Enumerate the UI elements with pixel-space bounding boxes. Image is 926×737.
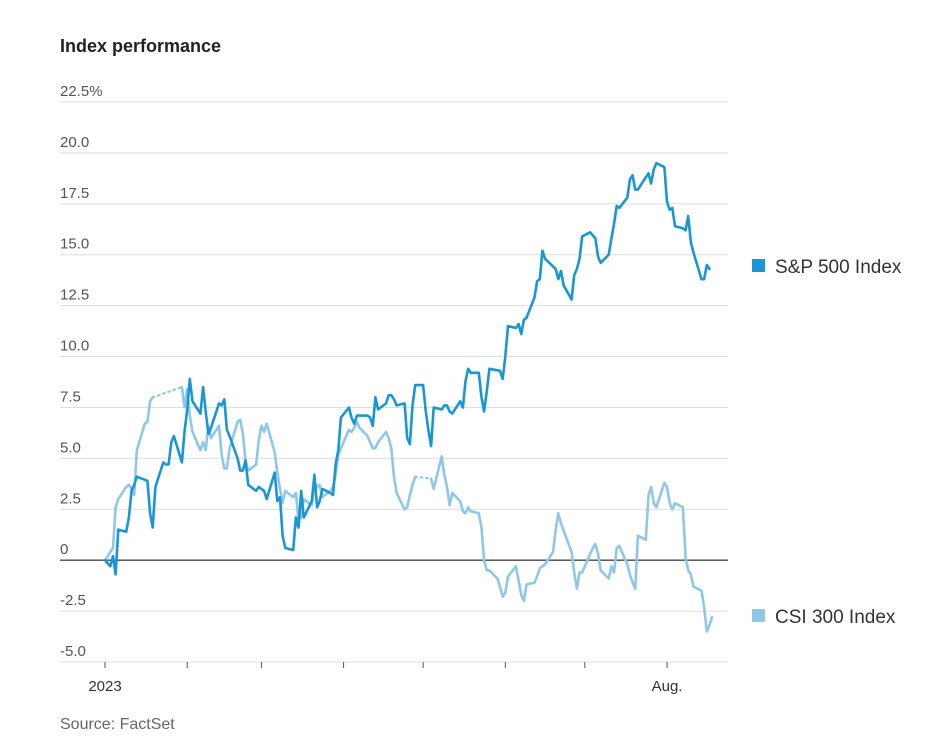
series-gap-csi-300-index	[151, 386, 433, 480]
y-tick-label: 7.5	[60, 388, 81, 405]
y-tick-label: -5.0	[60, 643, 86, 660]
y-tick-label: 15.0	[60, 236, 89, 253]
legend-label-s-p-500-index: S&P 500 Index	[775, 257, 902, 278]
x-tick-label: Aug.	[652, 678, 683, 695]
legend-swatch-csi-300-index	[752, 609, 765, 622]
y-tick-label: 5.0	[60, 439, 81, 456]
y-tick-label: 0	[60, 541, 68, 558]
y-tick-label: 12.5	[60, 287, 89, 304]
source-note: Source: FactSet	[60, 716, 175, 733]
legend-label-csi-300-index: CSI 300 Index	[775, 607, 896, 628]
series-line-s-p-500-index	[103, 161, 711, 576]
series-lines	[103, 161, 714, 633]
y-tick-label: 10.0	[60, 338, 89, 355]
legend: CSI 300 Index S&P 500 Index	[752, 257, 902, 628]
y-tick-label: -2.5	[60, 592, 86, 609]
y-tick-label: 2.5	[60, 490, 81, 507]
gridlines: 22.5% 20.0 17.5 15.0 12.5 10.0 7.5 5.0 2.5 0 -2.5 -…	[60, 83, 728, 663]
x-axis: 2023 Aug.	[88, 662, 682, 695]
chart-title: Index performance	[60, 36, 222, 56]
y-tick-label: 22.5%	[60, 83, 103, 100]
legend-swatch-s-p-500-index	[752, 259, 765, 272]
y-tick-label: 20.0	[60, 134, 89, 151]
x-tick-label: 2023	[88, 678, 121, 695]
y-tick-label: 17.5	[60, 185, 89, 202]
